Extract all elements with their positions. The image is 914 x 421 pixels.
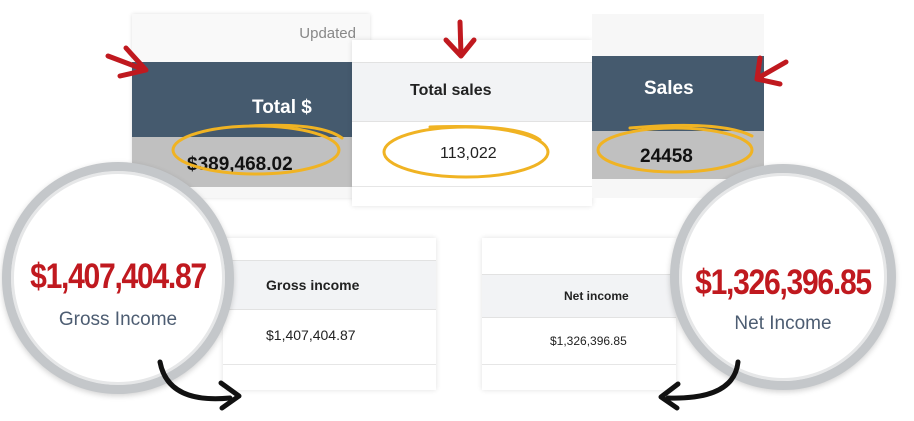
total-sales-value: 113,022 [440,145,497,162]
net-income-value-cell: $1,326,396.85 [482,318,676,365]
total-sales-header-label: Total sales [410,82,492,99]
updated-bar: Updated [132,14,370,62]
gross-income-value-cell: $1,407,404.87 [223,310,436,365]
gross-income-header: Gross income [223,260,436,310]
sales-value: 24458 [640,146,693,167]
total-dollar-panel: Updated Total $ $389,468.02 [132,14,370,198]
gross-income-label: Gross Income [58,309,178,330]
net-income-value: $1,326,396.85 [550,334,627,348]
gross-income-magnifier: $1,407,404.87 Gross Income [2,162,234,394]
sales-header: Sales [592,56,764,131]
net-income-panel: Net income $1,326,396.85 [482,238,676,390]
net-income-header: Net income [482,274,676,318]
sales-header-label: Sales [644,78,694,99]
net-income-label: Net Income [734,313,832,334]
total-sales-header: Total sales [352,62,592,122]
updated-text: Updated [299,25,356,42]
net-income-amount: $1,326,396.85 [695,263,872,302]
gross-income-amount: $1,407,404.87 [30,257,207,296]
total-dollar-header-label: Total $ [252,97,312,118]
gross-income-value: $1,407,404.87 [266,327,356,343]
total-sales-panel: Total sales 113,022 [352,40,592,206]
total-dollar-header: Total $ [132,62,370,137]
total-dollar-value: $389,468.02 [187,154,293,175]
net-income-magnifier: $1,326,396.85 Net Income [670,164,896,390]
total-sales-value-cell: 113,022 [352,122,592,187]
sales-panel: Sales 24458 [592,14,764,198]
gross-income-panel: Gross income $1,407,404.87 [223,238,436,390]
gross-income-header-label: Gross income [266,277,360,293]
net-income-header-label: Net income [564,289,629,303]
sales-value-cell: 24458 [592,131,764,179]
